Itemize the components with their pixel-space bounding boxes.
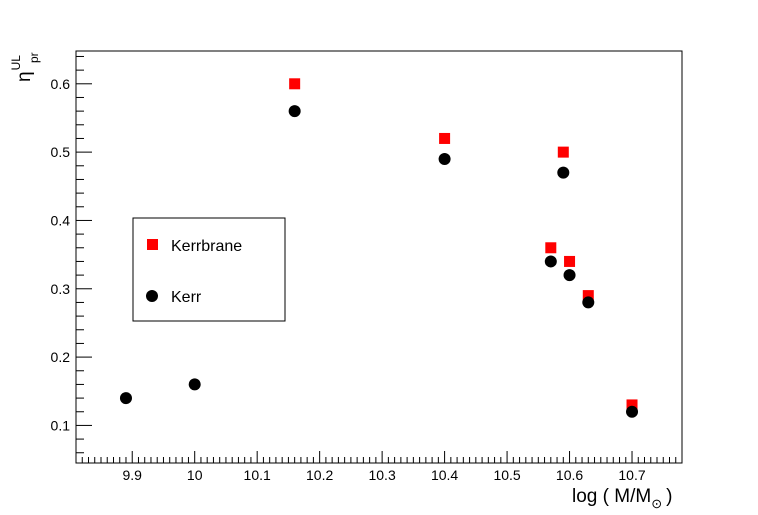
kerr-point <box>119 392 132 405</box>
y-tick-label: 0.3 <box>51 281 71 297</box>
plot-frame <box>75 50 683 464</box>
legend-kerr-marker <box>146 290 158 302</box>
x-tick-label: 10.6 <box>556 467 583 483</box>
legend-box <box>132 217 286 322</box>
kerr-point <box>563 269 576 282</box>
y-tick-label: 0.1 <box>51 417 71 433</box>
y-axis-title: ηUL pr <box>9 52 41 82</box>
x-tick-label: 10.4 <box>431 467 458 483</box>
kerrbrane-point <box>582 290 594 302</box>
kerr-point <box>626 405 639 418</box>
kerrbrane-point <box>289 78 301 90</box>
x-axis-title: log ( M/M⊙) <box>572 486 672 511</box>
legend-kerrbrane-marker <box>147 239 158 250</box>
kerrbrane-point <box>557 146 569 158</box>
y-tick-label: 0.2 <box>51 349 71 365</box>
x-tick-label: 10 <box>187 467 203 483</box>
kerr-point <box>288 105 301 118</box>
kerr-point <box>557 166 570 179</box>
y-tick-label: 0.4 <box>51 212 71 228</box>
legend-kerr-label: Kerr <box>171 289 202 306</box>
y-tick-label: 0.6 <box>51 76 71 92</box>
kerrbrane-point <box>626 399 638 411</box>
kerrbrane-point <box>564 255 576 267</box>
data-marks <box>119 78 639 418</box>
kerr-point <box>438 152 451 165</box>
x-tick-label: 10.3 <box>368 467 395 483</box>
kerr-point <box>582 296 595 309</box>
kerr-point <box>188 378 201 391</box>
x-tick-label: 10.5 <box>493 467 520 483</box>
svg-text:ηUL: ηUL <box>9 55 35 82</box>
kerrbrane-point <box>439 132 451 144</box>
x-tick-label: 10.2 <box>306 467 333 483</box>
x-axis-ticks: 9.9 10 10.1 10.2 10.3 10.4 10.5 10.6 10.7 <box>75 451 683 483</box>
legend-kerrbrane-label: Kerrbrane <box>171 238 242 255</box>
kerr-point <box>544 255 557 268</box>
x-tick-label: 9.9 <box>122 467 142 483</box>
x-tick-label: 10.7 <box>618 467 645 483</box>
legend: Kerrbrane Kerr <box>132 217 286 322</box>
y-tick-label: 0.5 <box>51 144 71 160</box>
kerrbrane-point <box>545 242 557 254</box>
x-tick-label: 10.1 <box>244 467 271 483</box>
svg-text:pr: pr <box>27 52 41 63</box>
y-axis-ticks: 0.1 0.2 0.3 0.4 0.5 0.6 <box>51 55 92 454</box>
